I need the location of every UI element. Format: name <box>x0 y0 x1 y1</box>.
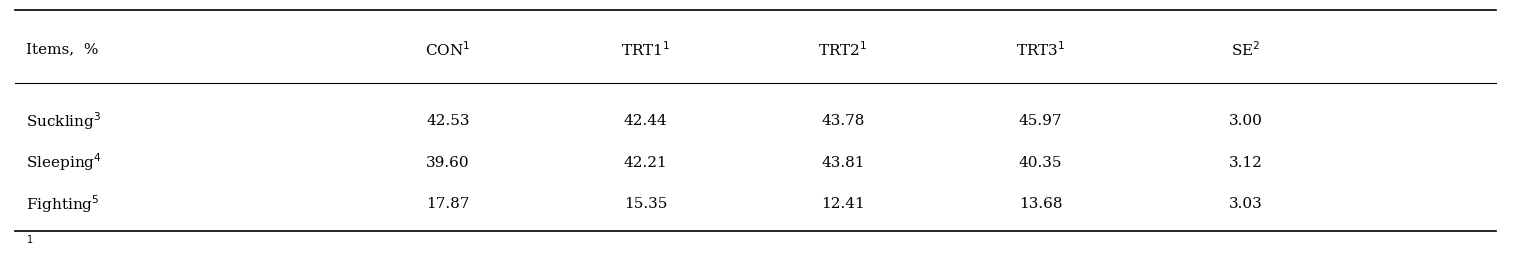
Text: Items,  %: Items, % <box>26 42 99 57</box>
Text: SE$^2$: SE$^2$ <box>1230 40 1261 59</box>
Text: 42.53: 42.53 <box>427 114 469 128</box>
Text: Sleeping$^4$: Sleeping$^4$ <box>26 152 102 173</box>
Text: 3.00: 3.00 <box>1229 114 1262 128</box>
Text: 39.60: 39.60 <box>427 155 469 170</box>
Text: TRT1$^1$: TRT1$^1$ <box>621 40 670 59</box>
Text: 43.78: 43.78 <box>822 114 864 128</box>
Text: Suckling$^3$: Suckling$^3$ <box>26 110 102 132</box>
Text: 13.68: 13.68 <box>1019 197 1062 212</box>
Text: 42.21: 42.21 <box>624 155 667 170</box>
Text: 3.12: 3.12 <box>1229 155 1262 170</box>
Text: CON$^1$: CON$^1$ <box>425 40 471 59</box>
Text: Fighting$^5$: Fighting$^5$ <box>26 194 99 215</box>
Text: TRT2$^1$: TRT2$^1$ <box>819 40 867 59</box>
Text: 45.97: 45.97 <box>1019 114 1062 128</box>
Text: 40.35: 40.35 <box>1019 155 1062 170</box>
Text: 12.41: 12.41 <box>822 197 864 212</box>
Text: $^1$: $^1$ <box>26 235 33 249</box>
Text: 15.35: 15.35 <box>624 197 667 212</box>
Text: TRT3$^1$: TRT3$^1$ <box>1016 40 1065 59</box>
Text: 42.44: 42.44 <box>624 114 667 128</box>
Text: 43.81: 43.81 <box>822 155 864 170</box>
Text: 3.03: 3.03 <box>1229 197 1262 212</box>
Text: 17.87: 17.87 <box>427 197 469 212</box>
